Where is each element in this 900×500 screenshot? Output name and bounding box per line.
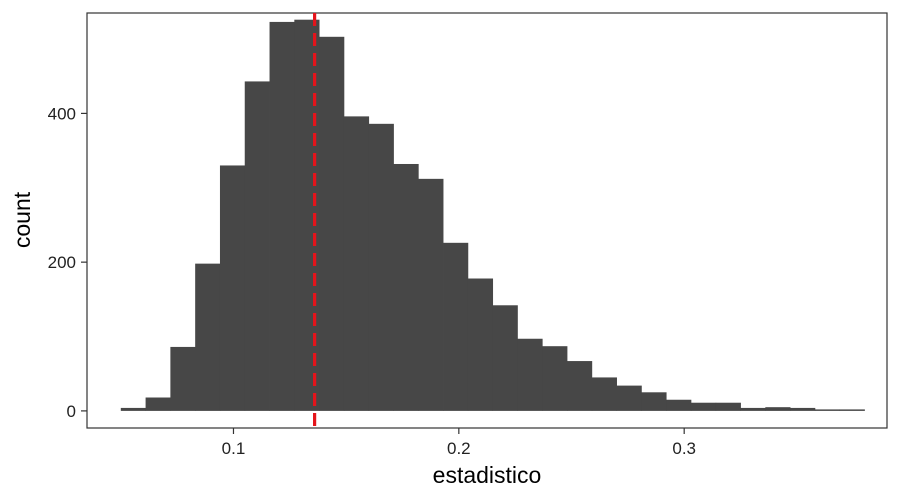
- histogram-bar: [542, 346, 568, 411]
- histogram-bar: [567, 361, 593, 411]
- histogram-bar: [790, 407, 816, 411]
- histogram-bar: [666, 399, 692, 411]
- y-tick-label: 400: [48, 104, 76, 123]
- x-tick-label: 0.1: [222, 439, 246, 458]
- histogram-bar: [492, 305, 518, 411]
- x-axis: 0.1 0.2 0.3: [222, 428, 696, 458]
- histogram-bar: [219, 165, 246, 411]
- y-tick-label: 0: [67, 402, 76, 421]
- histogram-bar: [591, 377, 617, 411]
- histogram-bar: [343, 116, 370, 411]
- histogram-bar: [715, 402, 741, 411]
- histogram-bar: [195, 263, 221, 411]
- histogram-bar: [616, 385, 642, 411]
- histogram-bar: [641, 392, 667, 411]
- histogram-bar: [120, 407, 146, 411]
- histogram-bar: [814, 409, 841, 411]
- y-axis: 0 200 400: [48, 104, 87, 421]
- histogram-bar: [740, 407, 766, 411]
- histogram-bar: [690, 402, 717, 411]
- histogram-bar: [517, 338, 543, 411]
- y-axis-title: count: [9, 191, 35, 248]
- histogram-bars: [120, 19, 865, 411]
- histogram-bar: [269, 21, 295, 411]
- x-tick-label: 0.2: [447, 439, 471, 458]
- histogram-bar: [443, 242, 469, 411]
- histogram-bar: [467, 278, 494, 411]
- histogram-bar: [368, 123, 394, 411]
- y-tick-label: 200: [48, 253, 76, 272]
- histogram-bar: [393, 163, 419, 411]
- histogram-bar: [839, 409, 865, 411]
- histogram-bar: [765, 407, 791, 411]
- histogram-bar: [145, 397, 171, 411]
- x-tick-label: 0.3: [672, 439, 696, 458]
- x-axis-title: estadistico: [433, 462, 542, 488]
- histogram-bar: [418, 178, 444, 411]
- histogram-bar: [170, 346, 196, 411]
- histogram-bar: [244, 81, 270, 411]
- histogram-bar: [319, 36, 345, 411]
